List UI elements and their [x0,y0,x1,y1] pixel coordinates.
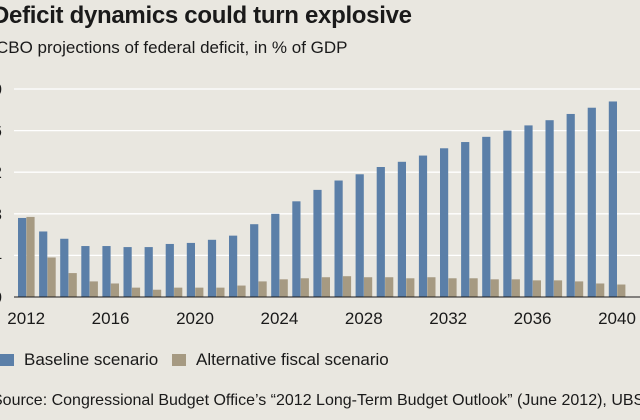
bar-baseline [144,247,153,297]
x-tick-label: 2040 [598,309,636,328]
bar-alternative [596,283,605,297]
bar-baseline [334,180,343,297]
bar-alternative [216,287,225,297]
bar-alternative [68,273,77,297]
bar-baseline [313,189,322,297]
bar-baseline [102,246,111,297]
bar-alternative [553,280,563,297]
y-tick-label: 12 [0,163,2,182]
bar-alternative [617,284,626,297]
x-tick-label: 2024 [260,309,298,328]
bar-alternative [174,287,183,297]
bar-alternative [47,257,56,297]
legend-item-baseline: Baseline scenario [0,350,158,370]
x-tick-label: 2036 [514,309,552,328]
bar-baseline [355,174,364,297]
chart-subtitle: CBO projections of federal deficit, in %… [0,38,348,57]
bar-alternative [448,278,457,297]
bar-alternative [300,278,309,297]
bar-baseline [18,217,27,297]
chart-title: Deficit dynamics could turn explosive [0,2,412,29]
bar-baseline [608,101,617,297]
legend-item-alternative: Alternative fiscal scenario [172,350,389,370]
bar-baseline [397,161,406,297]
bar-alternative [237,285,246,297]
y-tick-label: 4 [0,246,2,265]
bar-baseline [81,246,90,297]
x-tick-label: 2028 [345,309,383,328]
bar-alternative [406,278,415,297]
bar-alternative [342,276,352,297]
bar-baseline [461,142,470,297]
grid-lines [14,88,640,257]
bar-alternative [131,287,141,297]
bar-chart: 048121620 201220162020202420282032203620… [0,80,640,328]
bar-baseline [186,242,195,297]
legend-swatch-baseline [0,354,14,366]
bar-baseline [39,231,48,297]
bar-alternative [258,281,267,297]
bar-baseline [545,120,554,297]
y-tick-label: 0 [0,288,2,307]
bar-baseline [503,130,512,297]
bar-alternative [575,281,584,297]
bar-baseline [207,239,217,297]
bar-alternative [110,283,119,297]
x-tick-label: 2020 [176,309,214,328]
bar-baseline [292,201,301,297]
bar-baseline [482,136,491,297]
x-tick-label: 2012 [7,309,45,328]
bar-alternative [469,278,478,297]
x-axis-tick-labels: 2012 2016 2020 2024 2028 2032 2036 2040 [7,309,636,328]
bar-baseline [440,148,449,297]
bar-baseline [250,224,259,297]
legend-label-alternative: Alternative fiscal scenario [196,350,389,369]
bar-alternative [321,277,330,297]
bar-baseline [165,243,174,297]
bar-alternative [385,277,394,297]
bar-alternative [532,280,541,297]
bar-baseline [587,107,596,297]
bar-baseline [229,235,238,297]
source-note: Source: Congressional Budget Office’s “2… [0,392,640,409]
bar-baseline [271,213,280,297]
bar-baseline [524,125,533,298]
bar-alternative [195,287,204,297]
bar-baseline [376,167,385,297]
bar-baseline [60,238,69,297]
bar-baseline [566,113,575,298]
bar-alternative [490,279,499,297]
bar-alternative [89,281,98,297]
legend-label-baseline: Baseline scenario [24,350,159,369]
bar-baseline [123,247,132,297]
bar-alternative [26,216,35,297]
bar-alternative [427,277,436,297]
bar-series [18,101,626,298]
x-tick-label: 2016 [92,309,130,328]
y-tick-label: 16 [0,122,2,141]
y-tick-label: 20 [0,80,2,99]
x-tick-label: 2032 [429,309,467,328]
y-axis-tick-labels: 0 4 8 12 16 20 [0,80,2,307]
bar-alternative [364,277,373,297]
bar-alternative [511,279,520,297]
bar-baseline [418,155,428,297]
bar-alternative [279,279,288,297]
bar-alternative [153,289,162,297]
legend-swatch-alternative [172,354,186,366]
y-tick-label: 8 [0,205,2,224]
